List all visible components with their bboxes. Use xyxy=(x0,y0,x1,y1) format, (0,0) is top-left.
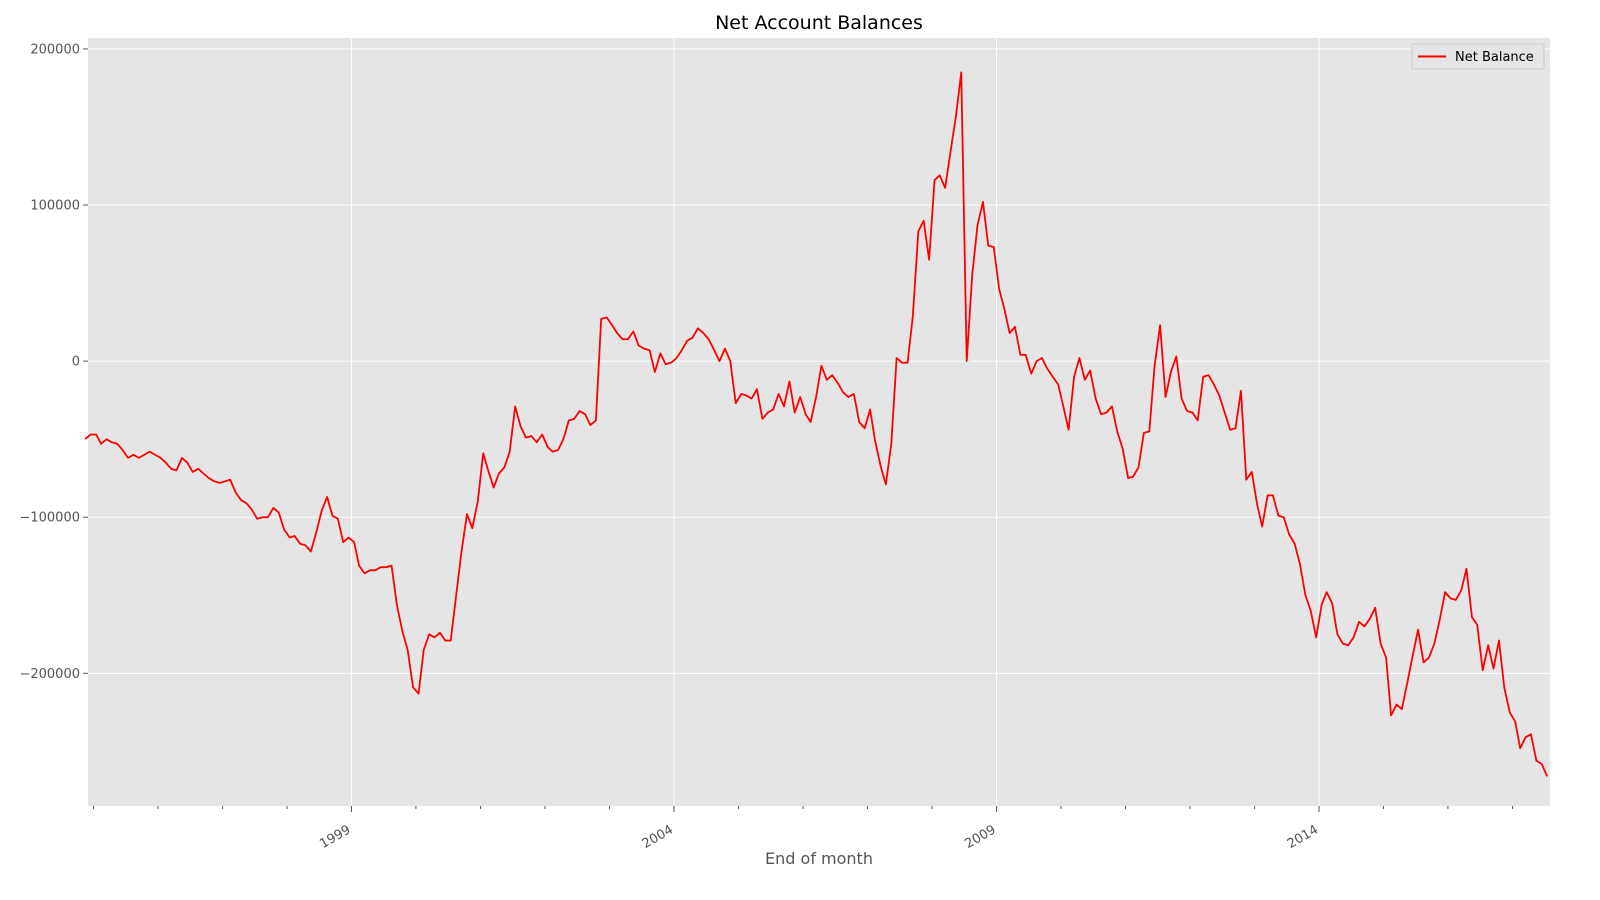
y-tick-label: −100000 xyxy=(19,511,80,526)
y-tick-label: 100000 xyxy=(30,199,80,214)
legend: Net Balance xyxy=(1411,43,1545,70)
net-balance-line xyxy=(84,71,1548,777)
x-tick-label: 2014 xyxy=(1285,822,1321,852)
y-tick-label: 200000 xyxy=(30,42,80,57)
x-tick-label: 2009 xyxy=(962,822,998,852)
x-tick-label: 1999 xyxy=(317,822,353,852)
x-tick-label: 2004 xyxy=(640,822,676,852)
x-axis-title: End of month xyxy=(765,849,873,868)
legend-label: Net Balance xyxy=(1455,50,1534,65)
grid xyxy=(88,38,1550,806)
series-layer xyxy=(84,71,1548,777)
legend-box xyxy=(1411,43,1545,70)
y-tick-label: −200000 xyxy=(19,667,80,682)
y-tick-label: 0 xyxy=(72,355,80,370)
chart-title: Net Account Balances xyxy=(715,12,923,34)
plot-area xyxy=(88,38,1550,806)
